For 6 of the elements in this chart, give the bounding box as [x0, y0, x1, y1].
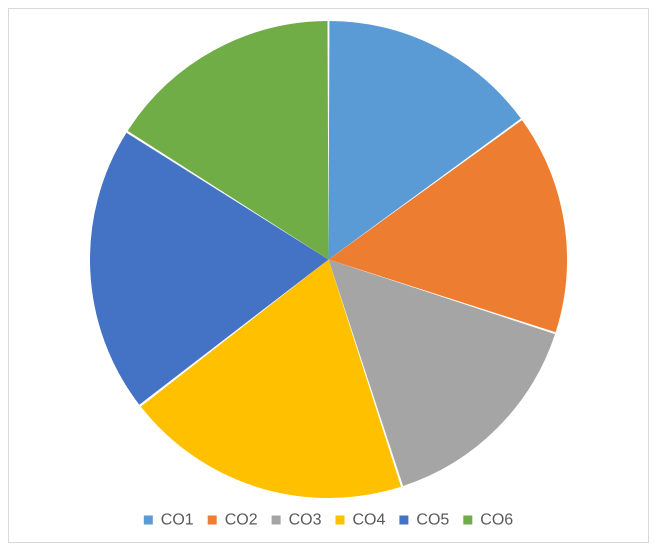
legend-label: CO1 — [160, 511, 194, 528]
legend-label: CO2 — [224, 511, 258, 528]
legend-label: CO5 — [416, 511, 450, 528]
legend-label: CO3 — [288, 511, 322, 528]
legend-label: CO4 — [352, 511, 386, 528]
legend-label: CO6 — [480, 511, 514, 528]
